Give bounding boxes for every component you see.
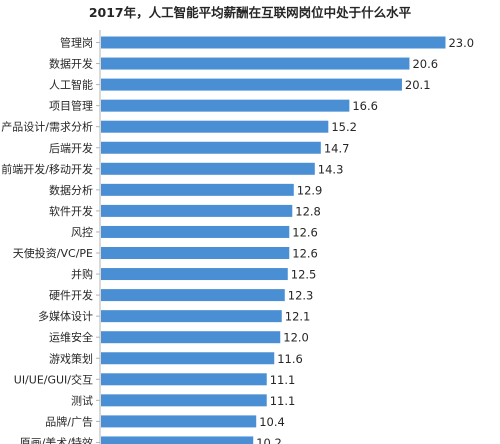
bar (101, 36, 446, 49)
bar (101, 225, 290, 238)
value-label: 12.1 (285, 310, 311, 324)
bar (101, 78, 402, 91)
category-label: UI/UE/GUI/交互 (14, 372, 93, 386)
bar (101, 310, 282, 323)
category-label: 多媒体设计 (38, 309, 93, 323)
value-label: 14.3 (318, 162, 344, 176)
value-label: 12.9 (297, 183, 323, 197)
value-label: 23.0 (448, 36, 474, 50)
value-label: 20.6 (412, 57, 438, 71)
chart-title: 2017年，人工智能平均薪酬在互联网岗位中处于什么水平 (88, 5, 412, 20)
bar (101, 436, 254, 444)
category-label: 天使投资/VC/PE (13, 246, 93, 260)
category-label: 项目管理 (49, 99, 93, 113)
category-label: 数据分析 (49, 183, 93, 197)
value-label: 12.5 (291, 268, 317, 282)
value-label: 12.8 (295, 204, 321, 218)
value-label: 12.6 (292, 225, 318, 239)
value-label: 14.7 (324, 141, 350, 155)
value-label: 20.1 (405, 78, 431, 92)
category-label: 测试 (71, 394, 93, 407)
value-label: 12.0 (283, 331, 309, 345)
bar (101, 141, 321, 154)
bar (101, 99, 350, 112)
category-label: 品牌/广告 (45, 414, 93, 428)
category-label: 游戏策划 (49, 351, 93, 365)
bar (101, 289, 285, 302)
category-label: 人工智能 (49, 78, 93, 92)
category-label: 并购 (71, 267, 93, 281)
bar (101, 352, 275, 365)
value-label: 11.6 (277, 352, 303, 366)
bar (101, 120, 329, 133)
category-label: 产品设计/需求分析 (1, 120, 93, 134)
bar (101, 57, 410, 70)
bar (101, 331, 281, 344)
value-label: 12.3 (288, 289, 314, 303)
value-label: 11.1 (270, 373, 296, 387)
category-label: 管理岗 (60, 36, 93, 50)
value-label: 10.2 (256, 436, 282, 444)
bar (101, 247, 290, 259)
bar (101, 394, 267, 407)
category-label: 前端开发/移动开发 (1, 162, 93, 176)
category-label: 硬件开发 (49, 288, 93, 302)
value-label: 12.6 (292, 247, 318, 261)
bar (101, 204, 293, 217)
bar (101, 373, 267, 386)
bar (101, 162, 315, 175)
category-label: 运维安全 (49, 330, 93, 344)
bar (101, 183, 294, 196)
bar (101, 415, 257, 428)
bar (101, 268, 288, 281)
value-label: 15.2 (331, 120, 357, 134)
category-label: 数据开发 (49, 57, 93, 71)
category-label: 原画/美术/特效 (20, 435, 93, 444)
value-label: 10.4 (259, 415, 285, 429)
value-label: 16.6 (352, 99, 378, 113)
category-label: 后端开发 (49, 141, 93, 155)
value-label: 11.1 (270, 394, 296, 408)
category-label: 软件开发 (49, 204, 93, 218)
category-label: 风控 (71, 225, 93, 239)
